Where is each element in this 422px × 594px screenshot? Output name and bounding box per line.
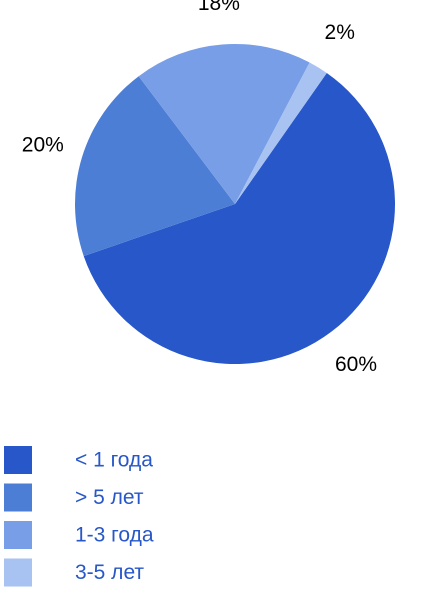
- legend: < 1 года > 5 лет 1-3 года 3-5 лет: [4, 446, 154, 587]
- pie-slice-labels: 60% 20% 18% 2%: [22, 0, 377, 376]
- legend-swatch-3: [4, 521, 32, 549]
- pie-slice-4: [235, 62, 327, 204]
- legend-label-1: < 1 года: [75, 449, 153, 472]
- legend-swatch-1: [4, 446, 32, 474]
- pie-slice-2: [75, 76, 236, 257]
- slice-label-1: 60%: [335, 353, 377, 376]
- pie-slice-3: [138, 44, 310, 204]
- slice-label-2: 20%: [22, 134, 64, 157]
- slice-label-4: 2%: [325, 21, 355, 44]
- legend-label-3: 1-3 года: [75, 524, 154, 547]
- pie-slices: [75, 44, 396, 365]
- legend-label-4: 3-5 лет: [75, 561, 144, 584]
- slice-label-3: 18%: [198, 0, 240, 15]
- legend-swatch-2: [4, 483, 32, 512]
- pie-slice-1: [83, 72, 396, 365]
- legend-swatch-4: [4, 558, 32, 587]
- legend-label-2: > 5 лет: [75, 486, 144, 509]
